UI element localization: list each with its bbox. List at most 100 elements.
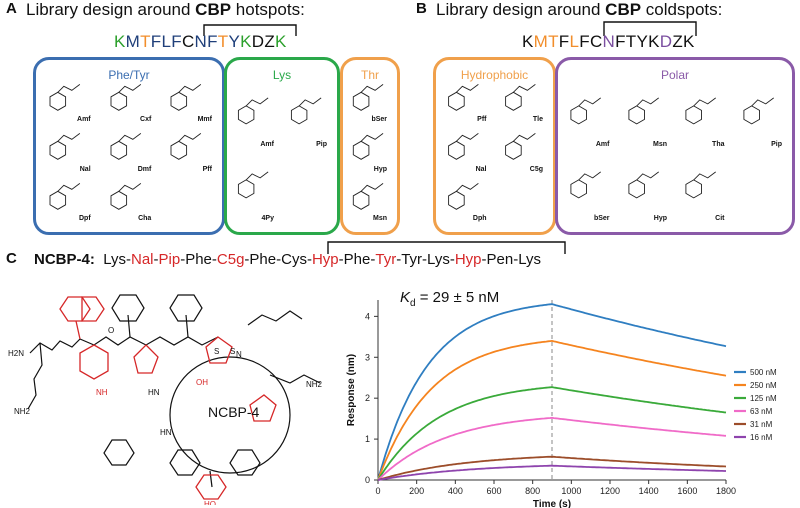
polar-molecule: Tha — [675, 83, 729, 153]
molecule-structure — [49, 133, 81, 161]
polar-molecule: bSer — [560, 157, 614, 227]
panel-b-title-prefix: Library design around — [436, 0, 606, 19]
hydrophobic-molecule: Dph — [438, 182, 491, 227]
panel-a-residue: K — [275, 32, 287, 51]
molecule-label: bSer — [371, 116, 387, 124]
phe-tyr-molecule: Amf — [38, 83, 95, 128]
panel-a-title-prefix: Library design around — [26, 0, 196, 19]
molecule-label: Tle — [532, 116, 543, 124]
panel-c-letter: C — [6, 250, 17, 267]
panel-b-residue: D — [659, 32, 673, 51]
lys-molecule: Amf — [229, 83, 278, 153]
panel-a-residue: F — [207, 32, 218, 51]
hydrophobic-molecule: C5g — [495, 132, 548, 177]
legend-label: 31 nM — [750, 420, 773, 429]
polar-molecule: Hyp — [618, 157, 672, 227]
ncbp4-sequence-line: NCBP-4: Lys-Nal-Pip-Phe-C5g-Phe-Cys-Hyp-… — [34, 251, 541, 268]
phe-tyr-molecule: Cxf — [99, 83, 156, 128]
kd-subscript: d — [410, 298, 416, 309]
panel-b-title-bold: CBP — [605, 0, 642, 19]
residue-dash: - — [513, 251, 519, 268]
thr-box: Thr — [340, 57, 400, 235]
x-tick-label: 1000 — [561, 486, 581, 496]
atom-nh-pip: NH — [96, 388, 108, 397]
molecule-label: Cxf — [140, 116, 152, 124]
panel-b-residue: K — [683, 32, 695, 51]
panel-a-residue: L — [161, 32, 172, 51]
ncbp4-residue: Lys — [427, 251, 450, 268]
x-tick-label: 600 — [486, 486, 501, 496]
lys-box-title: Lys — [272, 68, 292, 82]
molecule-structure — [352, 182, 384, 210]
x-tick-label: 1400 — [639, 486, 659, 496]
panel-b-residue: K — [522, 32, 534, 51]
molecule-label: Dph — [472, 214, 487, 222]
residue-dash: - — [125, 251, 131, 268]
structure-label: NCBP-4 — [208, 404, 260, 420]
molecule-structure — [685, 171, 716, 199]
molecule-label: Pip — [316, 141, 327, 148]
series-line — [377, 339, 727, 481]
molecule-structure — [352, 83, 384, 111]
molecule-label: Dpf — [78, 214, 91, 222]
molecule-label: Pip — [771, 141, 782, 148]
legend-label: 500 nM — [750, 368, 777, 377]
molecule-structure — [448, 83, 479, 111]
residue-dash: - — [276, 251, 282, 268]
phe-tyr-molecule: Dmf — [99, 132, 156, 177]
lys-molecule: 4Py — [229, 157, 278, 227]
x-tick-label: 200 — [409, 486, 424, 496]
legend-label: 63 nM — [750, 407, 773, 416]
legend-label: 250 nM — [750, 381, 777, 390]
hydrophobic-molecule: Nal — [438, 132, 491, 177]
panel-b-residue: T — [548, 32, 559, 51]
molecule-structure — [49, 83, 81, 111]
molecule-structure — [504, 83, 536, 111]
panel-b-residue: M — [533, 32, 549, 51]
panel-b-residue: N — [602, 32, 616, 51]
molecule-label: Amf — [595, 141, 610, 148]
polar-molecule: Msn — [618, 83, 672, 153]
ncbp4-residue: Tyr — [375, 251, 397, 268]
ncbp4-residue: Hyp — [454, 251, 482, 268]
thr-box-title: Thr — [361, 68, 379, 82]
ncbp4-residue: Lys — [103, 251, 126, 268]
lys-molecule: Pip — [282, 83, 331, 153]
hydrophobic-box-title: Hydrophobic — [460, 68, 529, 82]
legend-label: 125 nM — [750, 394, 777, 403]
y-tick-label: 3 — [365, 352, 370, 362]
thr-molecule: Hyp — [345, 132, 391, 177]
molecule-label: C5g — [529, 165, 543, 173]
molecule-structure — [570, 97, 601, 125]
panel-b-letter: B — [416, 0, 427, 17]
residue-dash: - — [306, 251, 312, 268]
molecule-label: Nal — [79, 165, 91, 173]
y-axis-label: Response (nm) — [346, 354, 357, 426]
ncbp4-residue: Pen — [486, 251, 514, 268]
molecule-label: Amf — [77, 116, 91, 124]
molecule-label: Amf — [260, 141, 274, 148]
molecule-label: Hyp — [653, 215, 667, 222]
molecule-label: Mmf — [197, 116, 212, 124]
phe-tyr-box: Phe/Tyr — [33, 57, 225, 235]
molecule-structure — [237, 171, 269, 199]
panel-a-residue: N — [194, 32, 208, 51]
molecule-structure — [290, 97, 322, 125]
panel-b-title: Library design around CBP coldspots: — [436, 0, 722, 20]
y-tick-label: 2 — [365, 393, 370, 403]
thr-molecule: Msn — [345, 182, 391, 227]
atom-n: N — [236, 350, 242, 359]
molecule-label: Msn — [653, 141, 667, 148]
molecule-structure — [170, 83, 202, 111]
residue-dash: - — [449, 251, 455, 268]
panel-a-residue: T — [140, 32, 151, 51]
panel-a-title: Library design around CBP hotspots: — [26, 0, 305, 20]
ncbp4-disulfide-bracket — [327, 241, 566, 254]
ncbp4-residue: Lys — [518, 251, 542, 268]
molecule-label: Cit — [715, 215, 725, 222]
panel-a-residue: K — [114, 32, 126, 51]
residue-dash: - — [153, 251, 159, 268]
hydrophobic-box: Hydrophobic — [433, 57, 556, 235]
bli-sensorgram-chart: 0 200 400 600 800 1000 1200 1400 1600 1800 0 1 2 3 4 Ti… — [346, 300, 777, 508]
ncbp4-name: NCBP-4 — [34, 251, 90, 268]
